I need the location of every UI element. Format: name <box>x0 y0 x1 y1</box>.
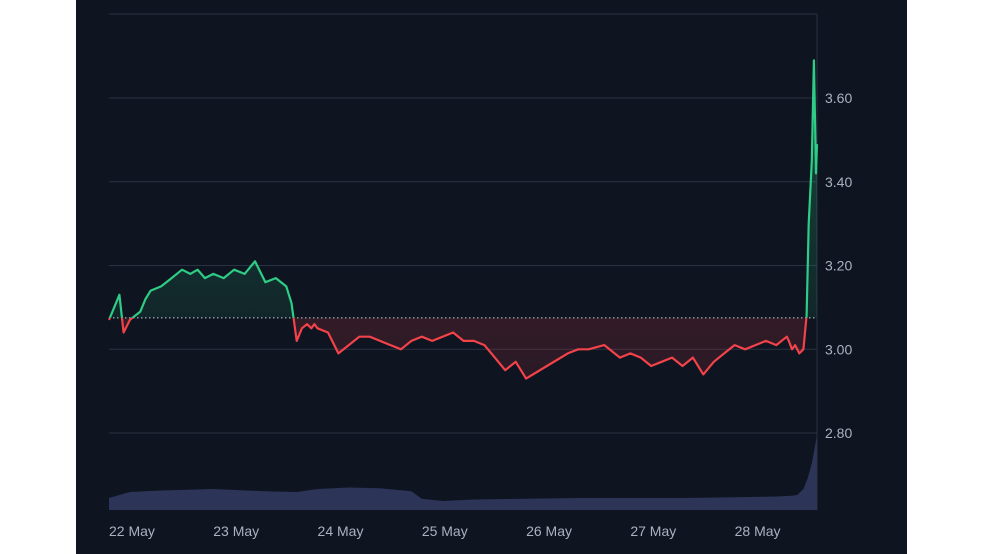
plot-frame <box>109 13 818 510</box>
y-tick-label: 3.40 <box>825 174 852 190</box>
chart-panel: 3.60 3.40 3.20 3.00 2.80 22 May 23 May 24 May 2… <box>76 0 907 554</box>
y-axis-ticks: 3.60 3.40 3.20 3.00 2.80 <box>825 90 852 441</box>
x-tick-label: 27 May <box>630 523 676 539</box>
volume-area-path <box>109 435 817 510</box>
price-chart: 3.603.403.203.002.80 22 May 23 May 24 May 2… <box>107 13 852 539</box>
x-tick-label: 28 May <box>735 523 781 539</box>
y-tick-label: 2.80 <box>825 425 852 441</box>
price-fills <box>109 60 817 379</box>
x-axis-ticks: 22 May 23 May 24 May 25 May 26 May 27 May 28 M… <box>109 523 781 539</box>
area-below-baseline <box>109 317 807 379</box>
price-line-down <box>107 317 808 380</box>
x-tick-label: 23 May <box>213 523 259 539</box>
x-tick-label: 24 May <box>318 523 364 539</box>
x-tick-label: 26 May <box>526 523 572 539</box>
price-line-up <box>108 59 819 318</box>
price-lines <box>107 59 819 380</box>
x-tick-label: 25 May <box>422 523 468 539</box>
x-tick-label: 22 May <box>109 523 155 539</box>
gridlines <box>109 97 817 434</box>
y-tick-label: 3.20 <box>825 258 852 274</box>
y-tick-label: 3.00 <box>825 341 852 357</box>
y-tick-label: 3.60 <box>825 90 852 106</box>
area-above-baseline <box>109 60 817 318</box>
volume-area <box>109 435 817 510</box>
